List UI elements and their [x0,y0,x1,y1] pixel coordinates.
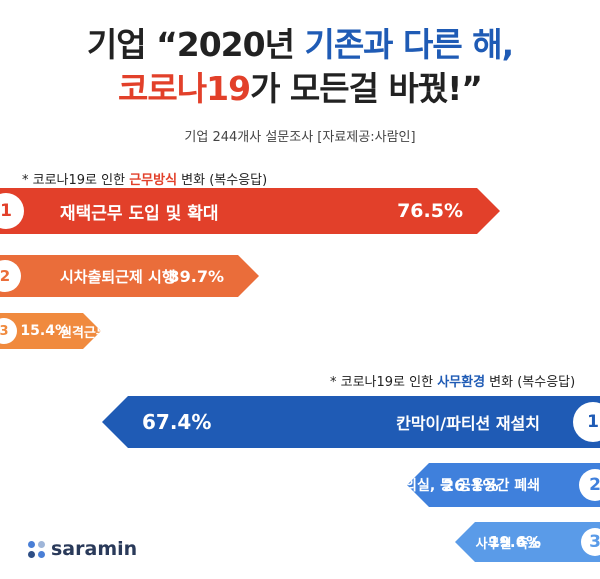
bar-value: 39.7% [168,266,224,286]
headline-line1: 기업 “2020년 기존과 다른 해, [0,18,600,66]
rank-badge: 3 [0,318,17,344]
office-env-bar: 26.1% 회의실, 등 공용공간 폐쇄 [407,463,600,507]
headline-line2-b: 가 모든걸 바꿨!” [250,69,483,108]
bar-value: 15.4% [20,323,69,339]
bar-label: 사무실 축소 [475,536,540,552]
headline-line1-highlight: 기존과 다른 해, [304,25,514,64]
office-env-note: * 코로나19로 인한 사무환경 변화 (복수응답) [330,371,575,390]
bar-value: 67.4% [142,410,212,434]
logo-dot [38,550,45,558]
logo-dot [28,540,35,548]
work-style-bar: 시차출퇴근제 시행 39.7% [0,255,259,297]
note-keyword: 근무방식 [129,173,178,188]
logo-text: saramin [51,538,138,560]
rank-badge: 3 [581,528,600,556]
note-prefix: * 코로나19로 인한 [22,173,130,188]
office-env-bar: 67.4% 칸막이/파티션 재설치 [102,396,600,448]
bar-value: 26.1% [443,475,499,495]
note-prefix: * 코로나19로 인한 [330,375,438,390]
bar-value: 76.5% [397,200,463,222]
survey-source: 기업 244개사 설문조사 [자료제공:사람인] [184,130,416,145]
bar-label: 시차출퇴근제 시행 [60,267,176,286]
rank-badge: 2 [0,260,21,292]
headline-line2-highlight: 코로나19 [118,69,251,108]
work-style-note: * 코로나19로 인한 근무방식 변화 (복수응답) [22,169,267,188]
rank-badge: 1 [573,402,600,442]
bar-label: 회의실, 등 공용공간 폐쇄 [391,478,540,494]
logo-dot [38,540,45,548]
bar-value: 19.6% [489,533,542,551]
logo-dots-icon [28,540,45,558]
headline-line2: 코로나19가 모든걸 바꿨!” [0,62,600,110]
note-keyword: 사무환경 [437,375,486,390]
bar-label: 재택근무 도입 및 확대 [60,203,219,224]
work-style-bar: 재택근무 도입 및 확대 76.5% [0,188,500,234]
logo-dot [28,550,35,558]
note-suffix: 변화 (복수응답) [177,173,268,188]
bar-label: 칸막이/파티션 재설치 [396,414,540,433]
rank-badge: 2 [579,469,600,501]
note-suffix: 변화 (복수응답) [485,375,576,390]
office-env-bar: 19.6% 사무실 축소 [455,522,600,562]
saramin-logo: saramin [28,538,137,560]
headline-line1-a: 기업 “2020년 [86,25,305,64]
bar-label: 원격근무 시스템 도입 [60,325,177,341]
